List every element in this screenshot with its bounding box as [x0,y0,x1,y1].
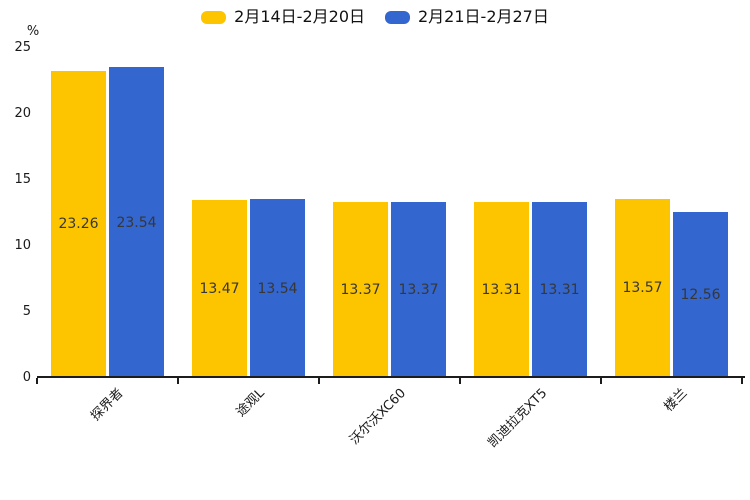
bar-2月14日-2月20日-探界者: 23.26 [51,70,106,378]
bar-2月21日-2月27日-楼兰: 12.56 [673,212,728,378]
y-axis-tick-label: 15 [14,172,31,187]
bar-2月14日-2月20日-楼兰: 13.57 [615,198,670,378]
bar-2月21日-2月27日-探界者: 23.54 [109,67,164,378]
x-axis-tick-mark [741,378,743,384]
bar-2月14日-2月20日-凯迪拉克XT5: 13.31 [474,202,529,378]
bar-2月21日-2月27日-途观L: 13.54 [250,199,305,378]
bar-2月21日-2月27日-沃尔沃XC60: 13.37 [391,201,446,378]
y-axis-tick-label: 20 [14,106,31,121]
x-axis-tick-label: 凯迪拉克XT5 [484,385,550,451]
bar-value-label: 13.31 [539,282,580,299]
y-axis-tick-label: 0 [22,370,31,385]
legend-swatch-icon [385,10,410,24]
legend-item-label: 2月21日-2月27日 [418,7,549,26]
bar-value-label: 13.37 [340,281,381,298]
bar-2月14日-2月20日-途观L: 13.47 [192,200,247,378]
y-axis-tick-label: 10 [14,238,31,253]
legend-swatch-icon [201,10,227,24]
bar-value-label: 13.37 [398,281,439,298]
y-axis-tick-label: 25 [14,40,31,55]
bar-value-label: 13.47 [199,281,240,298]
x-axis-tick-mark [600,378,602,384]
bar-value-label: 13.54 [257,280,298,297]
bar-2月14日-2月20日-沃尔沃XC60: 13.37 [333,201,388,378]
x-axis-tick-mark [36,378,38,384]
x-axis-tick-label: 探界者 [88,385,127,425]
x-axis-tick-mark [318,378,320,384]
y-axis-tick-label: 5 [22,304,31,319]
bar-value-label: 13.57 [622,280,663,297]
legend-item-series-0: 2月14日-2月20日 [201,6,365,28]
x-axis-tick-mark [177,378,179,384]
bar-value-label: 23.54 [116,214,157,231]
x-axis-tick-label: 沃尔沃XC60 [346,385,409,448]
bar-value-label: 13.31 [481,282,522,299]
chart-legend: 2月14日-2月20日 2月21日-2月27日 [0,6,750,28]
x-axis-line [37,376,745,378]
x-axis-tick-mark [459,378,461,384]
bar-value-label: 12.56 [680,287,721,304]
x-axis-tick-label: 楼兰 [661,385,691,415]
bar-value-label: 23.26 [58,216,99,233]
bar-2月21日-2月27日-凯迪拉克XT5: 13.31 [532,202,587,378]
y-axis-unit-label: % [26,24,40,39]
x-axis-tick-label: 途观L [233,385,268,420]
legend-item-series-1: 2月21日-2月27日 [385,6,549,28]
legend-item-label: 2月14日-2月20日 [234,7,365,26]
